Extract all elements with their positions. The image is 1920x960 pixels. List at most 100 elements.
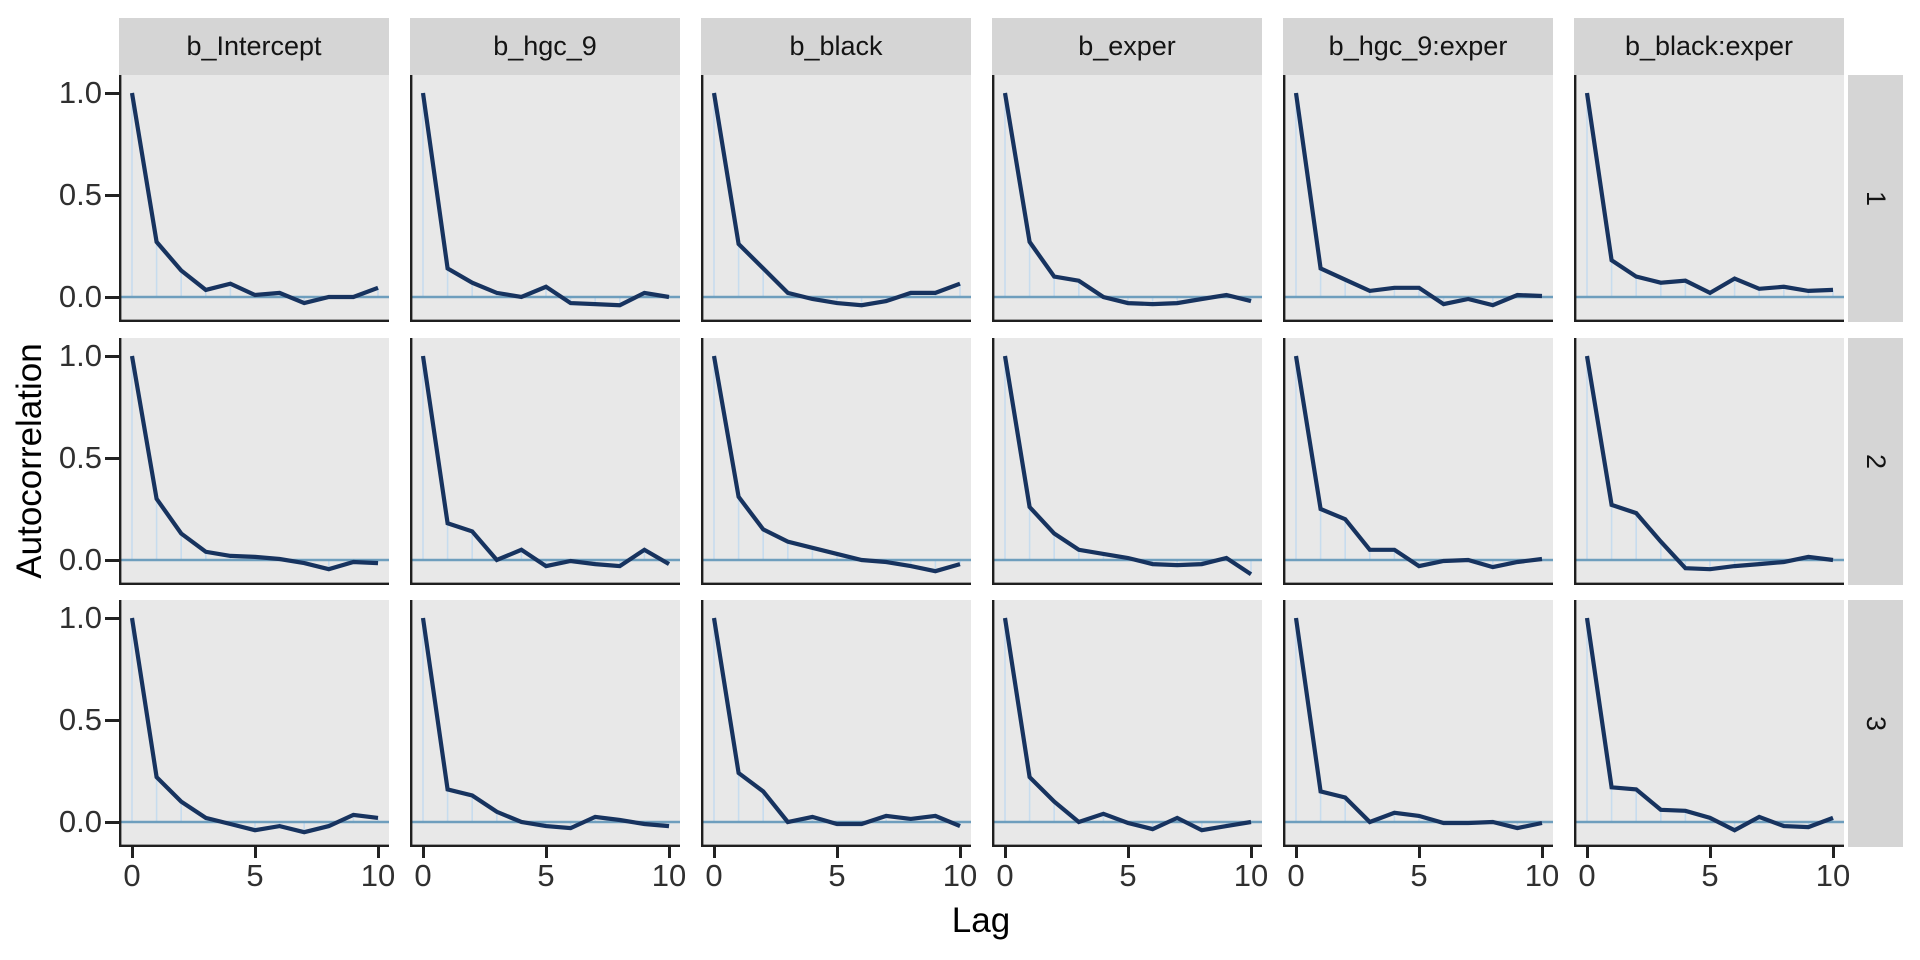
- acf-line: [711, 617, 961, 829]
- y-tick-label: 1.0: [58, 600, 102, 635]
- x-tick-label: 5: [537, 858, 555, 893]
- facet-column-header: b_hgc_9:exper: [1283, 18, 1553, 75]
- x-tick-mark: [544, 847, 548, 858]
- x-tick-label: 10: [942, 858, 978, 893]
- y-tick-mark: [105, 718, 119, 722]
- facet-column-header: b_black: [701, 18, 971, 75]
- acf-panel-svg: [992, 600, 1262, 847]
- facet-column-header: b_Intercept: [119, 18, 389, 75]
- x-tick-mark: [376, 847, 380, 858]
- acf-panel-b_black-chain1: [701, 75, 971, 322]
- y-tick-mark: [105, 193, 119, 197]
- acf-panel-b_exper-chain1: [992, 75, 1262, 322]
- facet-row-header: 1: [1848, 75, 1903, 322]
- acf-panel-b_black:exper-chain1: [1574, 75, 1844, 322]
- acf-line: [420, 355, 671, 569]
- acf-panel-svg: [992, 338, 1262, 585]
- x-tick-label: 10: [360, 858, 396, 893]
- x-tick-label: 0: [1578, 858, 1596, 893]
- acf-panel-b_Intercept-chain3: [119, 600, 389, 847]
- acf-panel-svg: [1574, 600, 1844, 847]
- y-tick-label: 0.5: [58, 440, 102, 475]
- x-tick-label: 5: [1410, 858, 1428, 893]
- acf-line: [129, 617, 379, 835]
- acf-panel-svg: [119, 338, 389, 585]
- x-tick-label: 0: [123, 858, 141, 893]
- acf-line: [420, 92, 670, 308]
- x-tick-mark: [1003, 847, 1007, 858]
- x-tick-mark: [712, 847, 716, 858]
- x-tick-mark: [1708, 847, 1712, 858]
- x-tick-mark: [958, 847, 962, 858]
- y-tick-mark: [105, 456, 119, 460]
- x-tick-label: 0: [414, 858, 432, 893]
- acf-panel-b_Intercept-chain1: [119, 75, 389, 322]
- facet-row-header: 3: [1848, 600, 1903, 847]
- y-tick-mark: [105, 616, 119, 620]
- facet-row-header: 2: [1848, 338, 1903, 585]
- acf-line: [711, 355, 961, 574]
- y-tick-mark: [105, 558, 119, 562]
- x-tick-mark: [421, 847, 425, 858]
- x-tick-mark: [1126, 847, 1130, 858]
- acf-panel-svg: [1283, 600, 1553, 847]
- y-tick-mark: [105, 820, 119, 824]
- x-tick-mark: [253, 847, 257, 858]
- y-tick-label: 0.5: [58, 702, 102, 737]
- acf-line: [1293, 617, 1543, 831]
- y-axis-title: Autocorrelation: [10, 343, 49, 579]
- facet-column-header: b_hgc_9: [410, 18, 680, 75]
- facet-row-header-label: 1: [1861, 190, 1891, 207]
- acf-panel-b_hgc_9-chain1: [410, 75, 680, 322]
- acf-line: [1002, 92, 1252, 307]
- x-tick-mark: [835, 847, 839, 858]
- acf-panel-b_hgc_9-chain2: [410, 338, 680, 585]
- x-tick-label: 0: [1287, 858, 1305, 893]
- acf-panel-b_black-chain2: [701, 338, 971, 585]
- facet-row-header-label: 3: [1861, 715, 1891, 732]
- acf-panel-svg: [119, 600, 389, 847]
- acf-line: [129, 355, 379, 572]
- x-tick-label: 5: [1119, 858, 1137, 893]
- acf-panel-b_black:exper-chain2: [1574, 338, 1844, 585]
- acf-panel-b_black-chain3: [701, 600, 971, 847]
- acf-panel-b_black:exper-chain3: [1574, 600, 1844, 847]
- acf-line: [1584, 617, 1834, 833]
- acf-panel-b_Intercept-chain2: [119, 338, 389, 585]
- acf-line: [1293, 92, 1543, 308]
- acf-panel-b_hgc_9:exper-chain3: [1283, 600, 1553, 847]
- acf-line: [1584, 92, 1834, 296]
- acf-panel-b_hgc_9-chain3: [410, 600, 680, 847]
- acf-panel-svg: [701, 338, 971, 585]
- x-tick-mark: [1249, 847, 1253, 858]
- acf-panel-b_hgc_9:exper-chain1: [1283, 75, 1553, 322]
- acf-panel-svg: [410, 338, 680, 585]
- acf-panel-svg: [1283, 338, 1553, 585]
- y-tick-label: 1.0: [58, 338, 102, 373]
- acf-line: [711, 92, 961, 308]
- x-tick-label: 10: [1233, 858, 1269, 893]
- x-tick-mark: [1540, 847, 1544, 858]
- facet-column-header: b_exper: [992, 18, 1262, 75]
- x-tick-label: 10: [651, 858, 687, 893]
- acf-panel-b_exper-chain3: [992, 600, 1262, 847]
- facet-column-header: b_black:exper: [1574, 18, 1844, 75]
- acf-panel-b_exper-chain2: [992, 338, 1262, 585]
- x-tick-label: 5: [246, 858, 264, 893]
- y-tick-label: 0.0: [58, 542, 102, 577]
- x-tick-label: 5: [828, 858, 846, 893]
- y-tick-label: 0.5: [58, 177, 102, 212]
- x-tick-label: 5: [1701, 858, 1719, 893]
- acf-panel-svg: [410, 600, 680, 847]
- acf-panel-svg: [410, 75, 680, 322]
- acf-panel-svg: [1283, 75, 1553, 322]
- x-tick-mark: [1417, 847, 1421, 858]
- acf-panel-svg: [701, 600, 971, 847]
- x-tick-mark: [1831, 847, 1835, 858]
- acf-panel-svg: [1574, 338, 1844, 585]
- acf-line: [420, 617, 670, 831]
- x-tick-label: 10: [1815, 858, 1851, 893]
- acf-line: [1002, 617, 1252, 833]
- x-tick-label: 10: [1524, 858, 1560, 893]
